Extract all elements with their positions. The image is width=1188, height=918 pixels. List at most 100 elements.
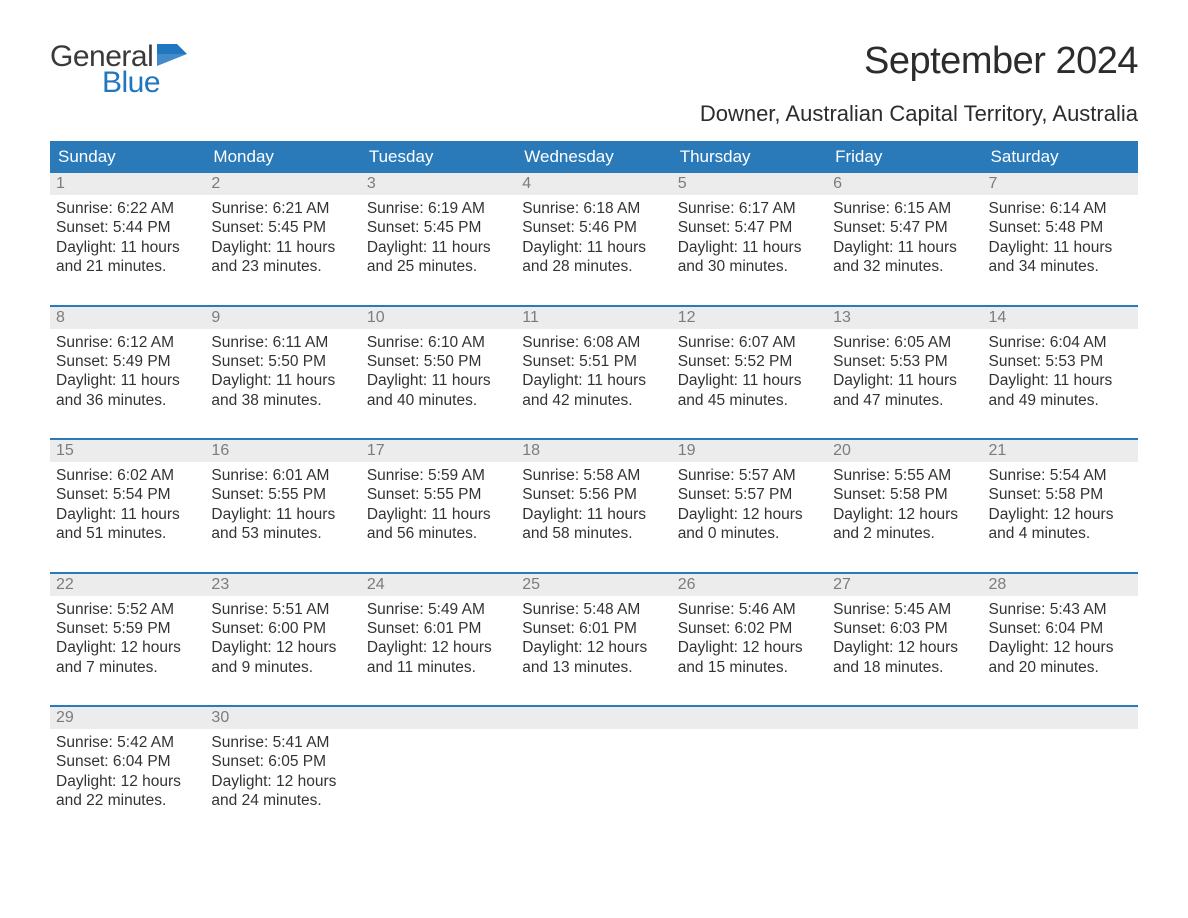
sunrise-text: Sunrise: 6:15 AM bbox=[833, 199, 976, 218]
sunset-text: Sunset: 5:50 PM bbox=[211, 352, 354, 371]
sunset-text: Sunset: 6:01 PM bbox=[367, 619, 510, 638]
daylight-text: and 25 minutes. bbox=[367, 257, 510, 276]
daylight-text: and 4 minutes. bbox=[989, 524, 1132, 543]
sunrise-text: Sunrise: 6:21 AM bbox=[211, 199, 354, 218]
day-body-row: Sunrise: 5:42 AMSunset: 6:04 PMDaylight:… bbox=[50, 729, 1138, 811]
day-cell: Sunrise: 5:54 AMSunset: 5:58 PMDaylight:… bbox=[983, 462, 1138, 544]
sunset-text: Sunset: 6:02 PM bbox=[678, 619, 821, 638]
daylight-text: and 36 minutes. bbox=[56, 391, 199, 410]
day-cell: Sunrise: 6:05 AMSunset: 5:53 PMDaylight:… bbox=[827, 329, 982, 411]
weekday-header: Monday bbox=[205, 141, 360, 173]
day-cell: Sunrise: 6:19 AMSunset: 5:45 PMDaylight:… bbox=[361, 195, 516, 277]
day-cell: Sunrise: 5:42 AMSunset: 6:04 PMDaylight:… bbox=[50, 729, 205, 811]
day-number: 1 bbox=[50, 173, 205, 195]
daylight-text: and 45 minutes. bbox=[678, 391, 821, 410]
weekday-header: Wednesday bbox=[516, 141, 671, 173]
day-number: 16 bbox=[205, 440, 360, 462]
day-cell: Sunrise: 6:17 AMSunset: 5:47 PMDaylight:… bbox=[672, 195, 827, 277]
week-block: 2930Sunrise: 5:42 AMSunset: 6:04 PMDayli… bbox=[50, 705, 1138, 811]
day-number bbox=[516, 707, 671, 729]
daylight-text: and 47 minutes. bbox=[833, 391, 976, 410]
day-number: 4 bbox=[516, 173, 671, 195]
sunrise-text: Sunrise: 5:48 AM bbox=[522, 600, 665, 619]
sunrise-text: Sunrise: 5:43 AM bbox=[989, 600, 1132, 619]
sunset-text: Sunset: 5:46 PM bbox=[522, 218, 665, 237]
daylight-text: and 21 minutes. bbox=[56, 257, 199, 276]
logo-text-blue: Blue bbox=[102, 66, 187, 100]
daylight-text: and 42 minutes. bbox=[522, 391, 665, 410]
sunset-text: Sunset: 6:01 PM bbox=[522, 619, 665, 638]
day-number: 6 bbox=[827, 173, 982, 195]
day-cell: Sunrise: 6:01 AMSunset: 5:55 PMDaylight:… bbox=[205, 462, 360, 544]
logo: General Blue bbox=[50, 40, 187, 100]
sunset-text: Sunset: 6:04 PM bbox=[56, 752, 199, 771]
daylight-text: Daylight: 11 hours bbox=[989, 371, 1132, 390]
daylight-text: Daylight: 12 hours bbox=[989, 505, 1132, 524]
daylight-text: Daylight: 11 hours bbox=[833, 238, 976, 257]
sunset-text: Sunset: 5:51 PM bbox=[522, 352, 665, 371]
week-block: 15161718192021Sunrise: 6:02 AMSunset: 5:… bbox=[50, 438, 1138, 544]
week-block: 891011121314Sunrise: 6:12 AMSunset: 5:49… bbox=[50, 305, 1138, 411]
week-block: 1234567Sunrise: 6:22 AMSunset: 5:44 PMDa… bbox=[50, 173, 1138, 277]
sunrise-text: Sunrise: 6:05 AM bbox=[833, 333, 976, 352]
daylight-text: Daylight: 12 hours bbox=[56, 638, 199, 657]
day-number-row: 1234567 bbox=[50, 173, 1138, 195]
day-number bbox=[361, 707, 516, 729]
day-cell: Sunrise: 6:14 AMSunset: 5:48 PMDaylight:… bbox=[983, 195, 1138, 277]
sunrise-text: Sunrise: 6:04 AM bbox=[989, 333, 1132, 352]
sunset-text: Sunset: 6:04 PM bbox=[989, 619, 1132, 638]
daylight-text: Daylight: 11 hours bbox=[56, 371, 199, 390]
daylight-text: and 22 minutes. bbox=[56, 791, 199, 810]
sunset-text: Sunset: 5:50 PM bbox=[367, 352, 510, 371]
daylight-text: and 56 minutes. bbox=[367, 524, 510, 543]
day-cell: Sunrise: 5:57 AMSunset: 5:57 PMDaylight:… bbox=[672, 462, 827, 544]
daylight-text: and 7 minutes. bbox=[56, 658, 199, 677]
daylight-text: Daylight: 12 hours bbox=[522, 638, 665, 657]
sunrise-text: Sunrise: 6:11 AM bbox=[211, 333, 354, 352]
sunrise-text: Sunrise: 6:14 AM bbox=[989, 199, 1132, 218]
weekday-header: Friday bbox=[827, 141, 982, 173]
day-number bbox=[983, 707, 1138, 729]
sunset-text: Sunset: 5:47 PM bbox=[833, 218, 976, 237]
day-number: 29 bbox=[50, 707, 205, 729]
sunrise-text: Sunrise: 5:49 AM bbox=[367, 600, 510, 619]
week-block: 22232425262728Sunrise: 5:52 AMSunset: 5:… bbox=[50, 572, 1138, 678]
sunset-text: Sunset: 6:05 PM bbox=[211, 752, 354, 771]
weeks-container: 1234567Sunrise: 6:22 AMSunset: 5:44 PMDa… bbox=[50, 173, 1138, 811]
day-cell: Sunrise: 5:52 AMSunset: 5:59 PMDaylight:… bbox=[50, 596, 205, 678]
daylight-text: Daylight: 11 hours bbox=[56, 505, 199, 524]
sunset-text: Sunset: 5:44 PM bbox=[56, 218, 199, 237]
day-cell: Sunrise: 5:51 AMSunset: 6:00 PMDaylight:… bbox=[205, 596, 360, 678]
sunset-text: Sunset: 5:49 PM bbox=[56, 352, 199, 371]
daylight-text: Daylight: 11 hours bbox=[211, 238, 354, 257]
sunrise-text: Sunrise: 6:07 AM bbox=[678, 333, 821, 352]
daylight-text: Daylight: 11 hours bbox=[522, 238, 665, 257]
daylight-text: Daylight: 11 hours bbox=[367, 505, 510, 524]
day-body-row: Sunrise: 5:52 AMSunset: 5:59 PMDaylight:… bbox=[50, 596, 1138, 678]
day-number: 20 bbox=[827, 440, 982, 462]
sunset-text: Sunset: 5:54 PM bbox=[56, 485, 199, 504]
daylight-text: and 18 minutes. bbox=[833, 658, 976, 677]
day-cell: Sunrise: 6:10 AMSunset: 5:50 PMDaylight:… bbox=[361, 329, 516, 411]
day-cell: Sunrise: 5:43 AMSunset: 6:04 PMDaylight:… bbox=[983, 596, 1138, 678]
day-number: 18 bbox=[516, 440, 671, 462]
sunset-text: Sunset: 5:59 PM bbox=[56, 619, 199, 638]
sunset-text: Sunset: 5:53 PM bbox=[989, 352, 1132, 371]
day-cell bbox=[672, 729, 827, 811]
day-cell: Sunrise: 6:21 AMSunset: 5:45 PMDaylight:… bbox=[205, 195, 360, 277]
daylight-text: Daylight: 11 hours bbox=[833, 371, 976, 390]
day-body-row: Sunrise: 6:02 AMSunset: 5:54 PMDaylight:… bbox=[50, 462, 1138, 544]
daylight-text: and 15 minutes. bbox=[678, 658, 821, 677]
sunrise-text: Sunrise: 5:59 AM bbox=[367, 466, 510, 485]
sunset-text: Sunset: 5:56 PM bbox=[522, 485, 665, 504]
day-cell bbox=[516, 729, 671, 811]
daylight-text: and 13 minutes. bbox=[522, 658, 665, 677]
day-cell: Sunrise: 6:02 AMSunset: 5:54 PMDaylight:… bbox=[50, 462, 205, 544]
daylight-text: Daylight: 11 hours bbox=[211, 371, 354, 390]
sunset-text: Sunset: 5:58 PM bbox=[989, 485, 1132, 504]
daylight-text: and 9 minutes. bbox=[211, 658, 354, 677]
sunset-text: Sunset: 5:45 PM bbox=[211, 218, 354, 237]
daylight-text: Daylight: 12 hours bbox=[833, 505, 976, 524]
day-number: 28 bbox=[983, 574, 1138, 596]
day-number: 8 bbox=[50, 307, 205, 329]
